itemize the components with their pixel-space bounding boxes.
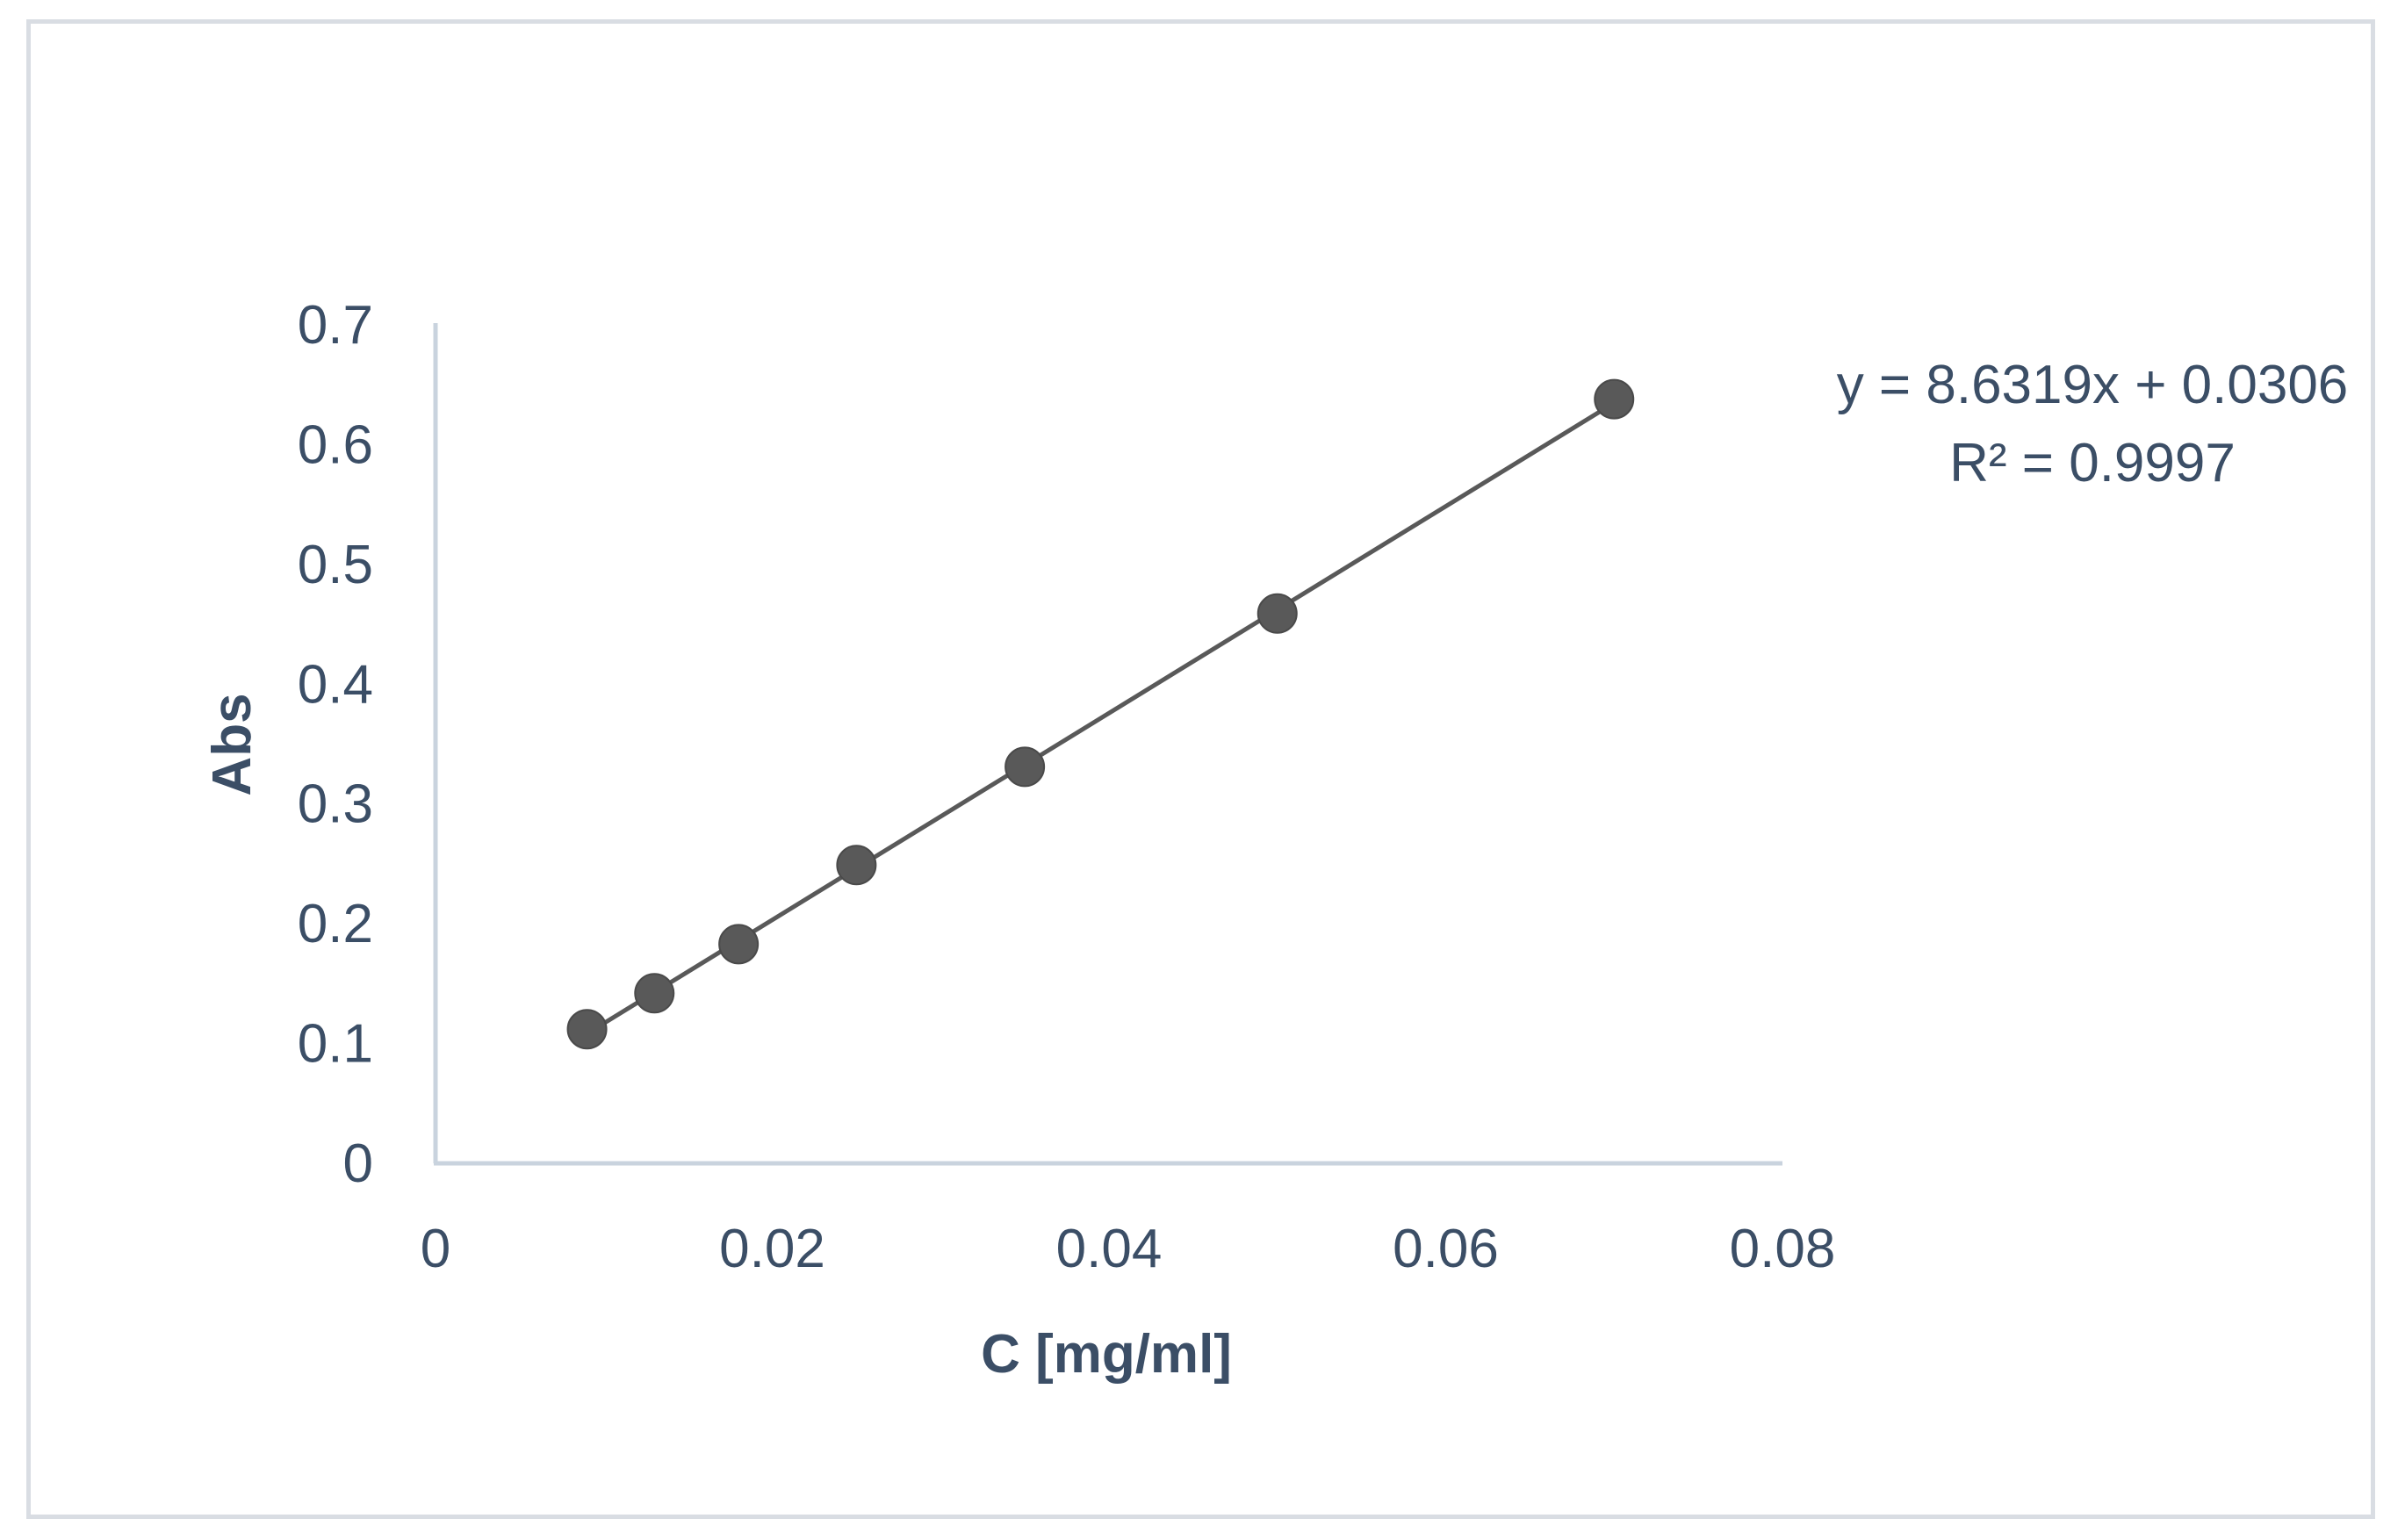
y-tick-label: 0.5 [298,535,373,595]
x-tick-label: 0.04 [1056,1219,1163,1279]
y-tick-label: 0.2 [298,894,373,954]
trendline-equation: y = 8.6319x + 0.0306 [1837,355,2349,415]
x-tick-label: 0.02 [719,1219,825,1279]
x-tick-label: 0.08 [1730,1219,1836,1279]
x-tick-label: 0.06 [1393,1219,1499,1279]
x-axis-title: C [mg/ml] [981,1324,1232,1385]
data-point [1257,593,1298,634]
trendline [586,400,1616,1036]
y-tick-label: 0 [343,1133,373,1194]
data-point [1594,378,1635,420]
data-point [1004,746,1046,788]
trendline-layer [586,400,1616,1036]
y-tick-label: 0.3 [298,774,373,835]
tick-labels: 0 0.02 0.04 0.06 0.08 0 0.1 0.2 0.3 0.4 0.5 0.6 0.7 [298,295,1836,1279]
data-point [836,845,877,886]
y-tick-label: 0.4 [298,654,373,715]
r-squared-label: R² = 0.9997 [1949,433,2236,493]
data-point [718,924,760,965]
data-points [566,378,1635,1050]
y-tick-label: 0.6 [298,414,373,475]
axes [433,323,1782,1166]
data-point [634,973,675,1014]
y-tick-label: 0.7 [298,295,373,356]
chart-frame [26,19,2375,1519]
y-axis-title: Abs [202,693,263,795]
x-tick-label: 0 [421,1219,450,1279]
data-point [566,1009,608,1050]
y-tick-label: 0.1 [298,1014,373,1075]
